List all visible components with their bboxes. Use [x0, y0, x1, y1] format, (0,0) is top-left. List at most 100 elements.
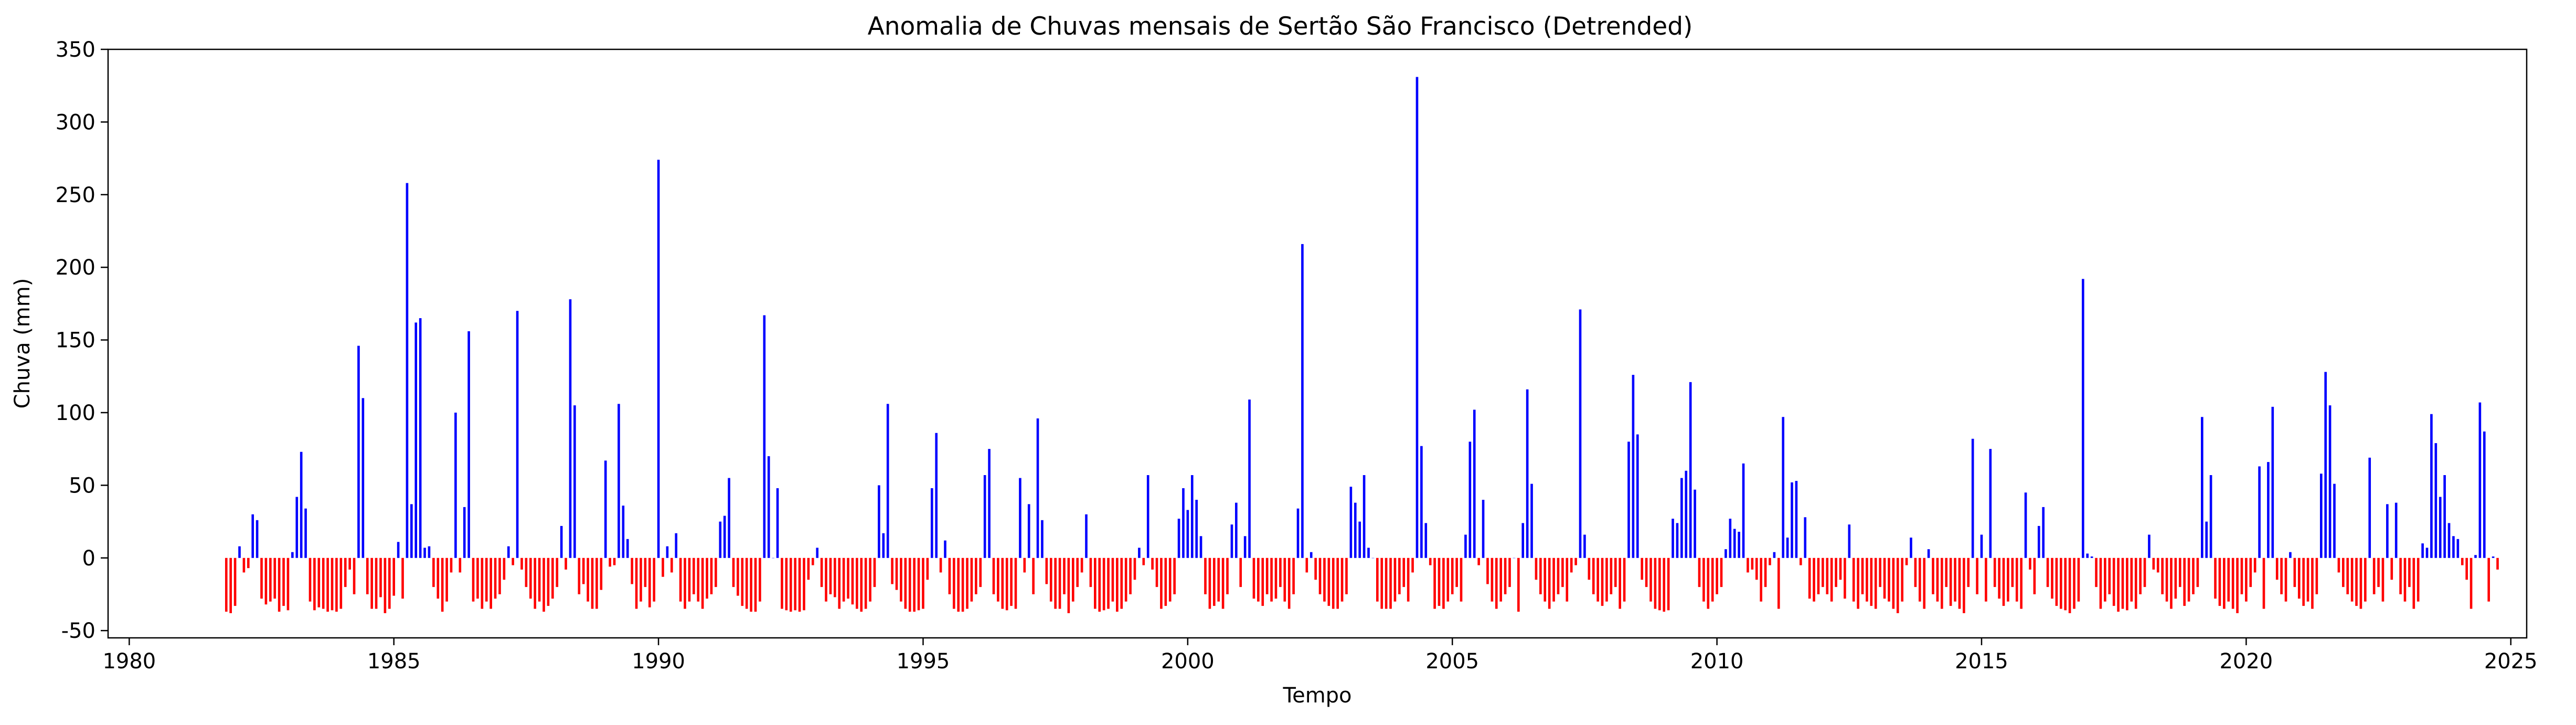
bar-positive	[1296, 508, 1300, 558]
bar-positive	[1971, 438, 1974, 558]
bar-negative	[970, 558, 973, 602]
bar-positive	[1248, 400, 1251, 558]
bar-negative	[525, 558, 528, 587]
bar-positive	[1371, 558, 1375, 559]
bar-negative	[1142, 558, 1145, 565]
bar-negative	[481, 558, 484, 609]
bar-negative	[2253, 558, 2256, 573]
bar-negative	[1477, 558, 1480, 565]
bar-positive	[2042, 507, 2045, 558]
bar-negative	[785, 558, 788, 611]
bar-negative	[1830, 558, 1833, 602]
bar-negative	[1777, 558, 1780, 609]
bar-positive	[419, 318, 422, 558]
bar-negative	[1385, 558, 1388, 609]
bar-negative	[798, 558, 801, 612]
bar-positive	[1301, 244, 1304, 558]
bar-negative	[2346, 558, 2349, 594]
bar-negative	[1645, 558, 1648, 587]
bar-negative	[591, 558, 594, 609]
bar-negative	[851, 558, 854, 605]
bar-negative	[600, 558, 603, 590]
bar-negative	[856, 558, 858, 609]
bar-negative	[520, 558, 523, 570]
bar-negative	[679, 558, 682, 602]
y-tick-label: 250	[56, 183, 95, 207]
bar-negative	[233, 558, 237, 606]
bar-negative	[1129, 558, 1132, 594]
bar-negative	[1857, 558, 1859, 609]
bar-negative	[1896, 558, 1899, 613]
bar-negative	[891, 558, 893, 584]
bar-positive	[2082, 279, 2084, 558]
bar-negative	[900, 558, 902, 602]
bar-negative	[437, 558, 440, 599]
bar-negative	[286, 558, 290, 611]
bar-negative	[1596, 558, 1599, 602]
bar-negative	[1460, 558, 1463, 602]
bar-negative	[1861, 558, 1864, 594]
bar-negative	[2280, 558, 2283, 594]
bar-negative	[1274, 558, 1278, 599]
bar-negative	[1380, 558, 1383, 609]
bar-positive	[1848, 524, 1851, 558]
x-tick-label: 1985	[367, 649, 421, 674]
bar-positive	[1742, 463, 1745, 558]
bar-positive	[569, 299, 572, 558]
bar-negative	[485, 558, 488, 602]
bar-negative	[313, 558, 316, 611]
bar-negative	[789, 558, 792, 612]
bar-negative	[715, 558, 717, 587]
bar-negative	[2002, 558, 2005, 606]
bar-negative	[1535, 558, 1538, 580]
bar-positive	[1627, 442, 1630, 558]
bar-negative	[1107, 558, 1110, 609]
bar-negative	[1287, 558, 1291, 609]
bar-negative	[392, 558, 396, 596]
bar-positive	[516, 311, 519, 558]
bar-negative	[2496, 558, 2499, 570]
bar-negative	[895, 558, 898, 590]
bar-negative	[1499, 558, 1503, 602]
bar-negative	[1800, 558, 1802, 565]
bar-negative	[498, 558, 501, 594]
bar-negative	[2399, 558, 2402, 594]
bar-positive	[1927, 549, 1930, 558]
bar-negative	[2130, 558, 2133, 602]
bar-negative	[1914, 558, 1917, 587]
y-tick-label: -50	[61, 619, 95, 643]
bar-negative	[1226, 558, 1229, 594]
bar-negative	[2139, 558, 2142, 594]
bar-negative	[2152, 558, 2155, 570]
bar-negative	[1905, 558, 1908, 565]
bar-negative	[534, 558, 537, 609]
bar-negative	[2306, 558, 2309, 602]
bar-positive	[2024, 492, 2027, 558]
bar-negative	[335, 558, 338, 612]
bar-positive	[2324, 372, 2327, 558]
x-tick-label: 2010	[1690, 649, 1744, 674]
bar-negative	[1958, 558, 1961, 609]
bar-negative	[1160, 558, 1163, 609]
bar-positive	[1672, 519, 1674, 558]
bar-negative	[697, 558, 700, 602]
chart-title: Anomalia de Chuvas mensais de Sertão São…	[868, 12, 1693, 41]
bar-negative	[587, 558, 589, 602]
bar-negative	[1588, 558, 1591, 580]
bar-negative	[1548, 558, 1551, 609]
bar-negative	[1901, 558, 1903, 602]
bar-positive	[2209, 475, 2212, 558]
bar-negative	[472, 558, 475, 602]
bar-negative	[609, 558, 611, 567]
bar-positive	[1138, 548, 1141, 558]
bar-negative	[1574, 558, 1577, 565]
bar-positive	[1795, 481, 1798, 558]
bar-positive	[1676, 523, 1679, 558]
bar-negative	[2315, 558, 2318, 594]
bar-negative	[1769, 558, 1771, 565]
bar-positive	[1358, 521, 1361, 558]
bar-negative	[1945, 558, 1948, 587]
bar-negative	[701, 558, 704, 609]
bar-positive	[1186, 510, 1189, 558]
bar-negative	[225, 558, 228, 612]
